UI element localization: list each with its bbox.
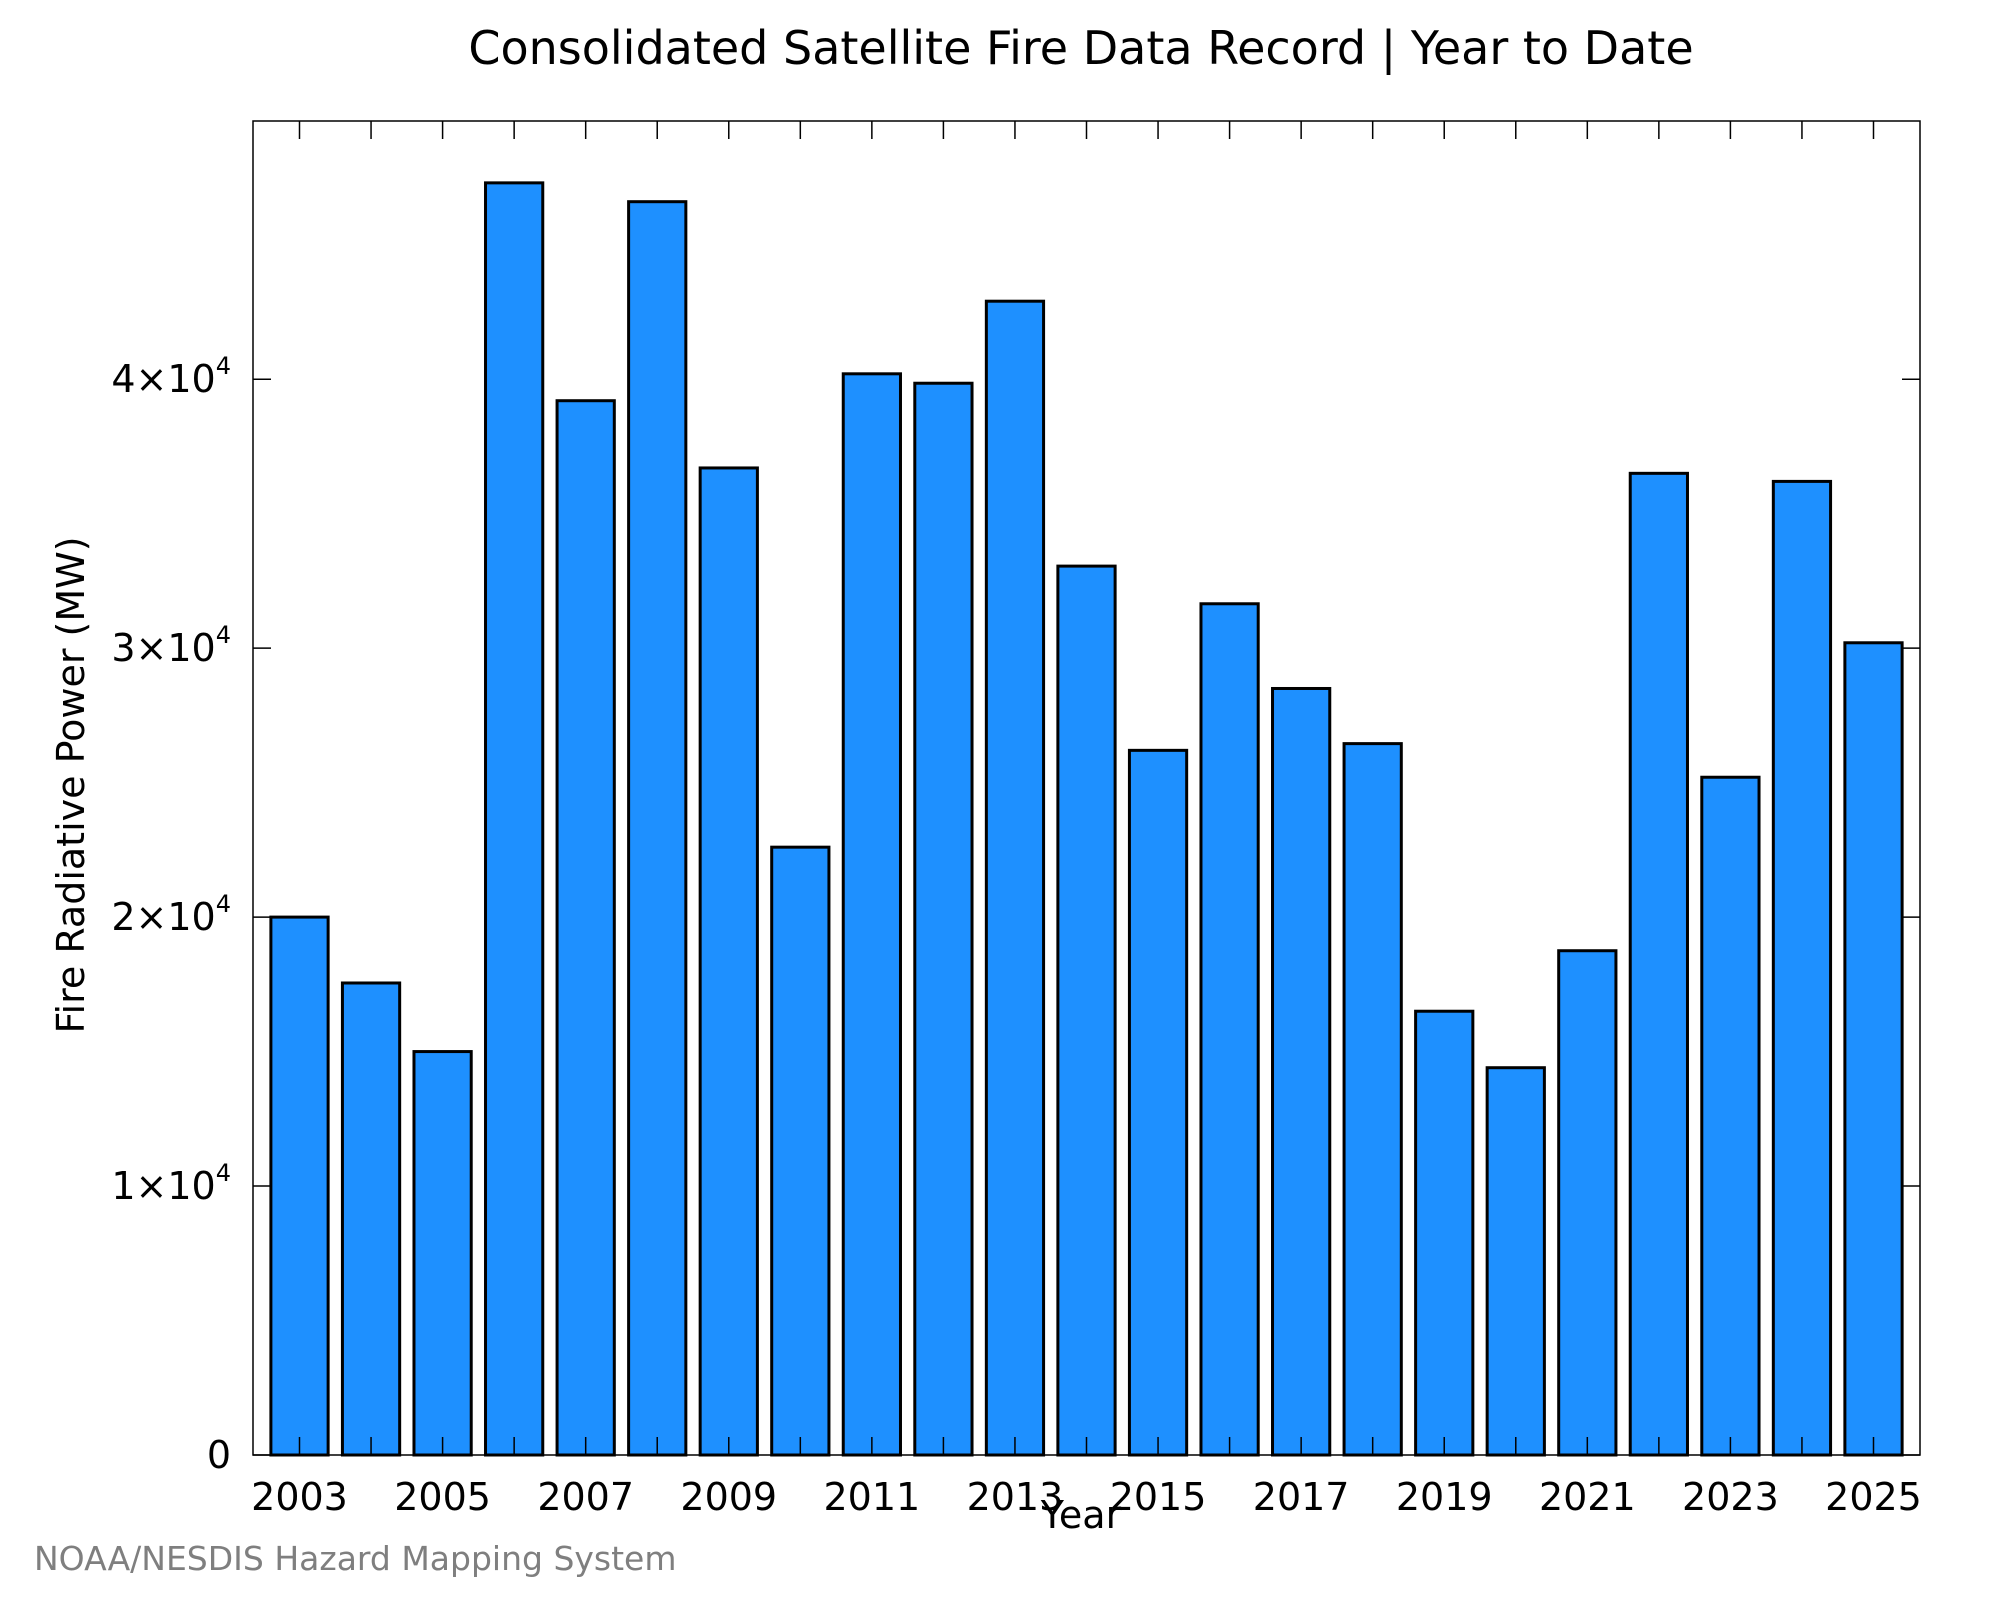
x-tick-label-2017: 2017 (1253, 1475, 1350, 1519)
bar-2024 (1771, 479, 1833, 1457)
x-tick-label-2011: 2011 (824, 1475, 921, 1519)
bar-2003 (269, 915, 330, 1457)
x-tick-label-2015: 2015 (1110, 1475, 1207, 1519)
x-tick-label-2005: 2005 (394, 1475, 491, 1519)
y-tick-label-40000: 4×104 (111, 352, 231, 401)
credit-text: NOAA/NESDIS Hazard Mapping System (34, 1539, 677, 1578)
y-tick-label-20000: 2×104 (111, 890, 231, 939)
x-tick-label-2013: 2013 (967, 1475, 1064, 1519)
bar-2010 (770, 845, 831, 1457)
bar-2009 (698, 466, 759, 1457)
chart-title: Consolidated Satellite Fire Data Record … (468, 21, 1693, 76)
x-tick-label-2021: 2021 (1539, 1475, 1636, 1519)
y-tick-label-0: 0 (207, 1433, 231, 1477)
bars-layer (269, 181, 1904, 1457)
bar-2011 (841, 372, 902, 1457)
bar-2007 (555, 399, 616, 1457)
bar-2004 (340, 981, 402, 1457)
x-axis-label: Year (1040, 1493, 1122, 1537)
bar-2016 (1199, 602, 1260, 1457)
x-tick-label-2007: 2007 (537, 1475, 634, 1519)
bar-2020 (1485, 1066, 1546, 1457)
x-tick-label-2019: 2019 (1396, 1475, 1493, 1519)
bar-2005 (412, 1050, 473, 1457)
x-tick-label-2023: 2023 (1682, 1475, 1779, 1519)
bar-2023 (1700, 775, 1761, 1457)
y-axis-ticks: 0 1×104 2×104 3×104 4×104 (111, 352, 1920, 1477)
bar-2012 (913, 381, 974, 1457)
bar-2015 (1127, 748, 1189, 1457)
x-tick-label-2003: 2003 (251, 1475, 348, 1519)
bar-2006 (484, 181, 545, 1457)
bar-2017 (1271, 686, 1332, 1457)
bar-2019 (1414, 1009, 1475, 1457)
x-tick-label-2025: 2025 (1825, 1475, 1922, 1519)
bar-2008 (627, 200, 688, 1457)
y-tick-label-10000: 1×104 (111, 1159, 231, 1208)
x-tick-label-2009: 2009 (680, 1475, 777, 1519)
bar-2013 (984, 299, 1046, 1457)
bar-2014 (1056, 564, 1117, 1457)
bar-2022 (1628, 471, 1689, 1457)
y-axis-label: Fire Radiative Power (MW) (49, 536, 93, 1033)
bar-2021 (1557, 949, 1618, 1457)
bar-2025 (1843, 641, 1904, 1457)
bar-2018 (1342, 742, 1403, 1457)
x-axis-ticks: 2003 2005 2007 2009 2011 2013 2015 2017 2019 2021… (251, 121, 1922, 1519)
y-tick-label-30000: 3×104 (111, 621, 231, 670)
